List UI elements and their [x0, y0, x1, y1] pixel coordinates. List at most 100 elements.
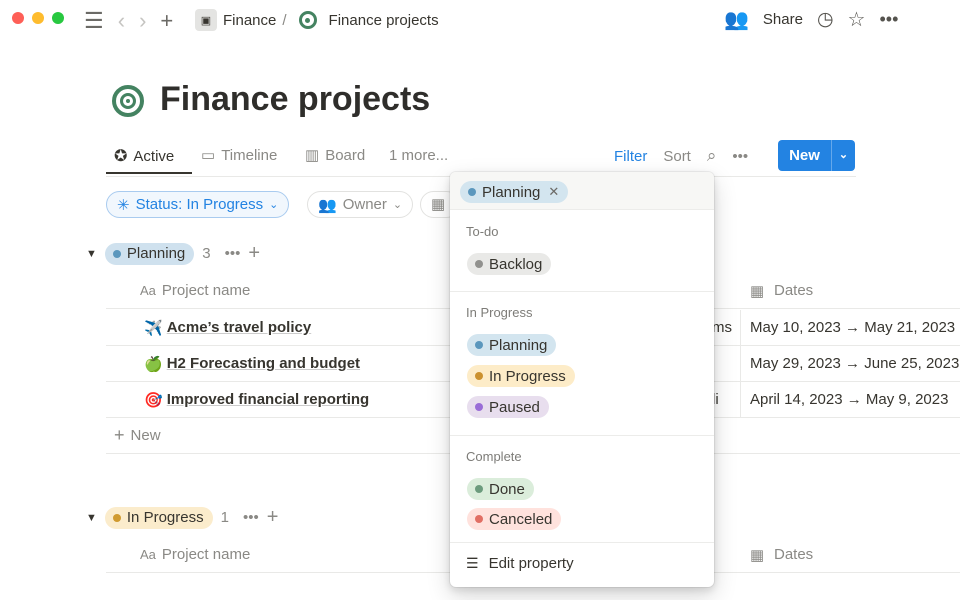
collapse-toggle-icon[interactable]: ▼: [86, 511, 97, 524]
text-type-icon: Aa: [140, 547, 156, 562]
more-options-icon[interactable]: •••: [879, 9, 899, 29]
search-icon[interactable]: ⌕: [706, 146, 717, 165]
group-label: In Progress: [126, 509, 204, 526]
sliders-icon: ☰: [466, 555, 479, 571]
group-add-icon[interactable]: +: [266, 506, 279, 528]
calendar-icon: ▦: [750, 282, 765, 300]
share-button[interactable]: Share: [762, 11, 803, 28]
timeline-icon: ▭: [201, 147, 216, 164]
group-label: Planning: [126, 245, 186, 262]
sidebar-menu-icon[interactable]: ☰: [84, 8, 104, 33]
group-add-icon[interactable]: +: [248, 242, 261, 264]
board-icon: ▥: [305, 147, 320, 164]
new-row-label: New: [130, 427, 161, 444]
active-tab-indicator: [106, 172, 192, 174]
filter-button[interactable]: Filter: [614, 147, 648, 165]
status-spinner-icon: ✳: [117, 196, 130, 214]
view-options-icon[interactable]: •••: [732, 147, 749, 165]
tab-timeline[interactable]: Timeline: [221, 146, 278, 164]
group-count: 1: [220, 509, 229, 526]
page-icon-target[interactable]: [112, 85, 144, 117]
column-dates[interactable]: Dates: [774, 282, 814, 299]
option-label: Done: [489, 480, 525, 498]
money-icon: ▣: [195, 9, 217, 31]
status-filter-label: Status: In Progress: [135, 196, 264, 213]
tab-more[interactable]: 1 more...: [389, 147, 449, 164]
section-complete: Complete: [466, 449, 522, 464]
new-dropdown-chevron-icon[interactable]: ⌄: [831, 140, 855, 171]
group-planning-badge: Planning: [104, 242, 195, 265]
section-in-progress: In Progress: [466, 305, 533, 320]
option-label: Canceled: [489, 510, 553, 528]
project-name[interactable]: Acme’s travel policy: [166, 319, 312, 336]
project-name[interactable]: Improved financial reporting: [166, 391, 370, 408]
favorite-star-icon[interactable]: ☆: [847, 9, 866, 31]
project-name[interactable]: H2 Forecasting and budget: [166, 355, 361, 372]
option-label: Planning: [489, 336, 548, 354]
dates-cell[interactable]: May 10, 2023 → May 21, 2023: [750, 319, 956, 336]
collaborator-avatars[interactable]: 👥: [724, 9, 749, 31]
owner-filter-chip[interactable]: 👥 Owner ⌄: [307, 191, 414, 218]
breadcrumb-separator: /: [282, 11, 287, 29]
column-dates[interactable]: Dates: [774, 546, 814, 563]
option-paused[interactable]: Paused: [467, 396, 549, 418]
tab-board[interactable]: Board: [325, 146, 366, 164]
tab-active[interactable]: Active: [133, 147, 175, 165]
remove-tag-icon[interactable]: ✕: [548, 184, 560, 199]
option-planning[interactable]: Planning: [467, 334, 557, 356]
owner-cell: li: [712, 391, 719, 408]
status-search-field[interactable]: Planning ✕: [450, 172, 714, 210]
group-count: 3: [202, 245, 211, 262]
star-circle-icon: ✪: [114, 148, 128, 165]
owner-cell: ms: [712, 319, 732, 336]
option-in-progress[interactable]: In Progress: [467, 365, 575, 387]
new-button-group: New ⌄: [778, 140, 855, 171]
calendar-icon: ▦: [431, 196, 446, 213]
chevron-down-icon: ⌄: [269, 199, 279, 211]
maximize-window-button[interactable]: [52, 12, 64, 24]
column-project-name[interactable]: Project name: [161, 282, 251, 299]
option-label: Backlog: [489, 255, 543, 273]
status-select-dropdown: Planning ✕ To-do Backlog In Progress Plan…: [450, 172, 714, 587]
dates-cell[interactable]: April 14, 2023 → May 9, 2023: [750, 391, 949, 408]
history-icon[interactable]: ◷: [816, 9, 834, 30]
close-window-button[interactable]: [12, 12, 24, 24]
owner-filter-label: Owner: [342, 196, 387, 213]
minimize-window-button[interactable]: [32, 12, 44, 24]
column-project-name[interactable]: Project name: [161, 546, 251, 563]
option-done[interactable]: Done: [467, 478, 534, 500]
new-button[interactable]: New: [789, 147, 820, 164]
plus-icon: +: [114, 425, 125, 445]
target-icon: [298, 11, 317, 29]
row-icon: 🎯: [144, 391, 163, 409]
dates-cell[interactable]: May 29, 2023 → June 25, 2023: [750, 355, 960, 372]
selected-planning-tag: Planning ✕: [460, 181, 569, 203]
group-more-icon[interactable]: •••: [242, 509, 259, 526]
row-icon: ✈️: [144, 319, 163, 337]
group-in-progress-badge: In Progress: [104, 506, 213, 529]
edit-property-label: Edit property: [488, 555, 574, 572]
page-title: Finance projects: [160, 80, 431, 118]
sort-button[interactable]: Sort: [663, 147, 691, 165]
people-icon: 👥: [318, 196, 337, 214]
add-icon[interactable]: +: [160, 8, 174, 33]
window-controls: [12, 12, 64, 24]
status-filter-chip[interactable]: ✳ Status: In Progress ⌄: [106, 191, 290, 218]
forward-icon[interactable]: ›: [139, 8, 147, 33]
collapse-toggle-icon[interactable]: ▼: [86, 247, 97, 260]
table-row[interactable]: ✈️ Acme’s travel policy ms May 10, 2023 …: [106, 310, 960, 346]
back-icon[interactable]: ‹: [117, 8, 126, 33]
breadcrumb-current[interactable]: Finance projects: [328, 11, 439, 29]
text-type-icon: Aa: [140, 283, 156, 298]
edit-property-button[interactable]: ☰ Edit property: [466, 555, 574, 572]
selected-label: Planning: [482, 183, 541, 201]
option-label: In Progress: [489, 367, 566, 385]
group-more-icon[interactable]: •••: [224, 245, 241, 262]
option-canceled[interactable]: Canceled: [467, 508, 562, 530]
breadcrumb-parent[interactable]: Finance: [223, 11, 277, 29]
option-label: Paused: [489, 398, 540, 416]
row-icon: 🍏: [144, 355, 163, 373]
section-todo: To-do: [466, 224, 499, 239]
chevron-down-icon: ⌄: [392, 199, 403, 211]
option-backlog[interactable]: Backlog: [467, 253, 552, 275]
